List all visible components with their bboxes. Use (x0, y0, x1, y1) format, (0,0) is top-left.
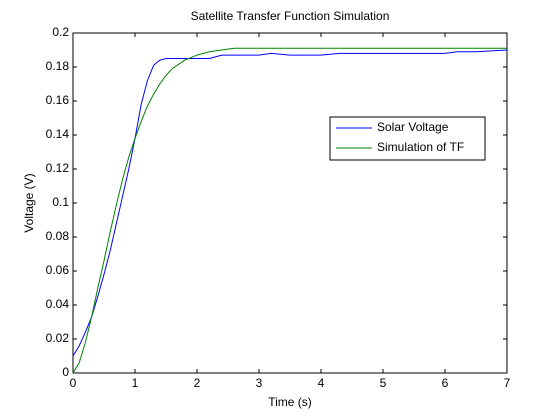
x-tick-label: 4 (318, 376, 325, 390)
x-axis-label: Time (s) (268, 395, 312, 409)
y-tick-label: 0.16 (46, 93, 70, 107)
y-tick-label: 0.04 (46, 297, 70, 311)
y-tick-label: 0.02 (46, 331, 70, 345)
x-tick-label: 5 (380, 376, 387, 390)
x-tick-label: 3 (256, 376, 263, 390)
y-tick-label: 0.06 (46, 263, 70, 277)
chart-title: Satellite Transfer Function Simulation (191, 9, 390, 23)
data-line (72, 49, 508, 357)
y-tick-label: 0.14 (46, 127, 70, 141)
y-tick-label: 0.1 (52, 195, 69, 209)
y-tick-label: 0.18 (46, 59, 70, 73)
legend-label: Simulation of TF (377, 140, 464, 154)
x-tick-label: 2 (194, 376, 201, 390)
x-tick-label: 1 (132, 376, 139, 390)
y-tick-label: 0.2 (52, 25, 69, 39)
y-tick-label: 0.08 (46, 229, 70, 243)
x-tick-label: 0 (70, 376, 77, 390)
x-tick-label: 6 (442, 376, 449, 390)
y-tick-label: 0.12 (46, 161, 70, 175)
y-tick-label: 0 (62, 365, 69, 379)
x-tick-label: 7 (504, 376, 511, 390)
data-line (72, 47, 507, 374)
legend-label: Solar Voltage (377, 120, 449, 134)
legend-box (329, 116, 486, 161)
plot-frame (72, 32, 508, 374)
y-axis-label: Voltage (V) (22, 173, 36, 232)
